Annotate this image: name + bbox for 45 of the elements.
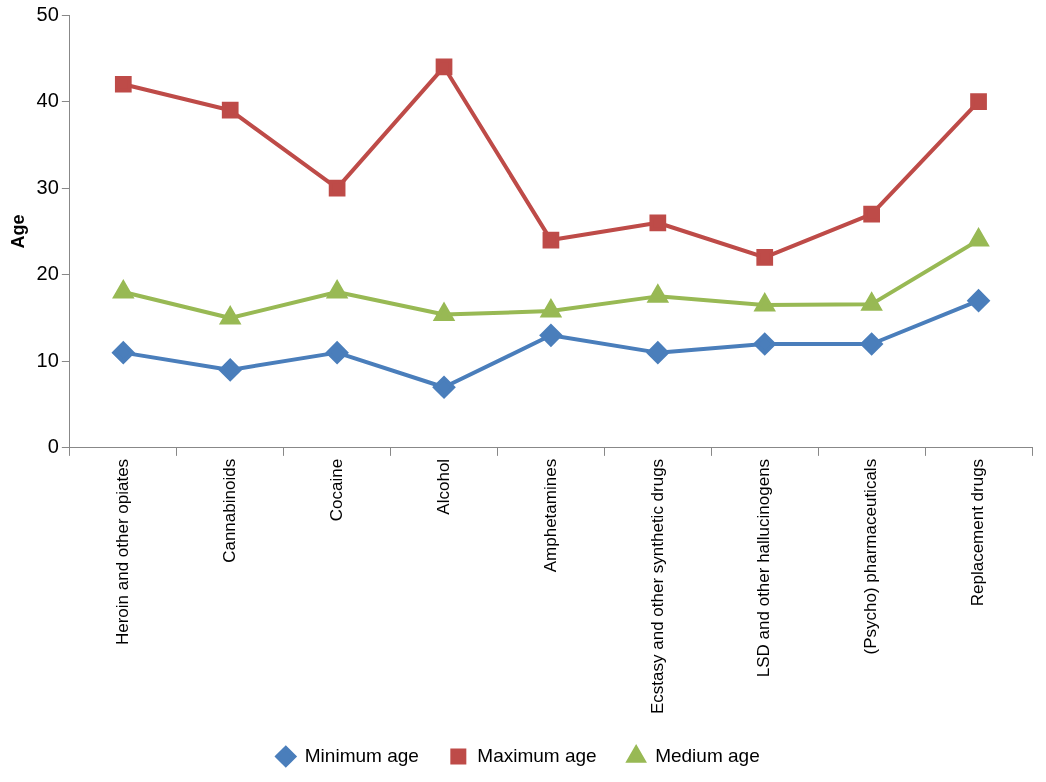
legend-label: Maximum age	[477, 744, 597, 766]
x-tick-label: Ecstasy and other synthetic drugs	[647, 458, 667, 715]
point	[542, 231, 560, 249]
x-tick-label: Cocaine	[326, 458, 346, 522]
point	[220, 307, 240, 325]
x-tick-label: Heroin and other opiates	[112, 458, 132, 646]
y-tick-label: 50	[36, 2, 59, 25]
legend-label: Medium age	[655, 744, 760, 766]
point	[539, 324, 562, 347]
point	[970, 93, 987, 110]
y-tick-label: 40	[36, 89, 59, 112]
y-tick-label: 10	[36, 348, 59, 371]
point	[435, 58, 453, 76]
point	[861, 293, 882, 311]
point	[967, 289, 990, 312]
point	[114, 75, 132, 93]
point	[326, 341, 349, 364]
x-tick-label: Replacement drugs	[968, 458, 988, 607]
point	[863, 205, 881, 223]
x-tick-label: Amphetamines	[540, 458, 560, 573]
x-tick-label: Alcohol	[433, 458, 453, 515]
point	[219, 358, 242, 381]
y-tick-label: 30	[36, 175, 59, 198]
point	[112, 341, 135, 364]
y-tick-label: 20	[36, 262, 59, 285]
point	[860, 332, 883, 355]
point	[968, 229, 989, 247]
point	[433, 376, 456, 399]
point	[541, 300, 561, 318]
x-tick-label: Cannabinoids	[219, 458, 239, 563]
y-axis-title: Age	[7, 214, 28, 249]
x-tick-label: (Psycho) pharmaceuticals	[861, 458, 881, 655]
point	[328, 179, 346, 197]
y-tick-label: 0	[47, 435, 59, 458]
point	[648, 285, 668, 303]
point	[649, 214, 667, 232]
point	[756, 249, 774, 266]
x-tick-label: LSD and other hallucinogens	[754, 458, 774, 678]
point	[754, 294, 775, 312]
point	[753, 332, 776, 355]
point	[646, 341, 669, 364]
point	[327, 281, 347, 299]
point	[113, 281, 134, 299]
point	[221, 101, 239, 119]
legend-label: Minimum age	[304, 744, 419, 766]
